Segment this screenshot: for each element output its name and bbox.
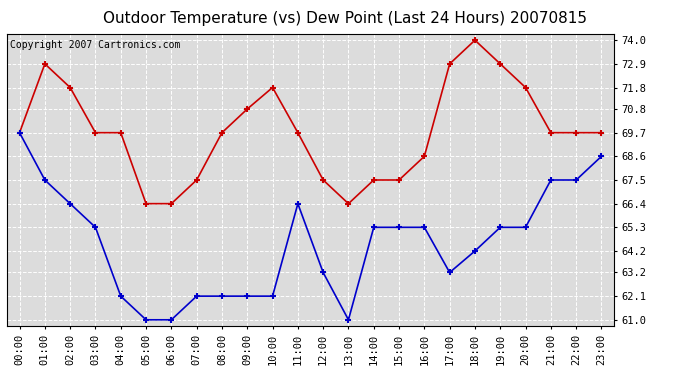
Text: Outdoor Temperature (vs) Dew Point (Last 24 Hours) 20070815: Outdoor Temperature (vs) Dew Point (Last…	[103, 11, 587, 26]
Text: Copyright 2007 Cartronics.com: Copyright 2007 Cartronics.com	[10, 40, 180, 50]
